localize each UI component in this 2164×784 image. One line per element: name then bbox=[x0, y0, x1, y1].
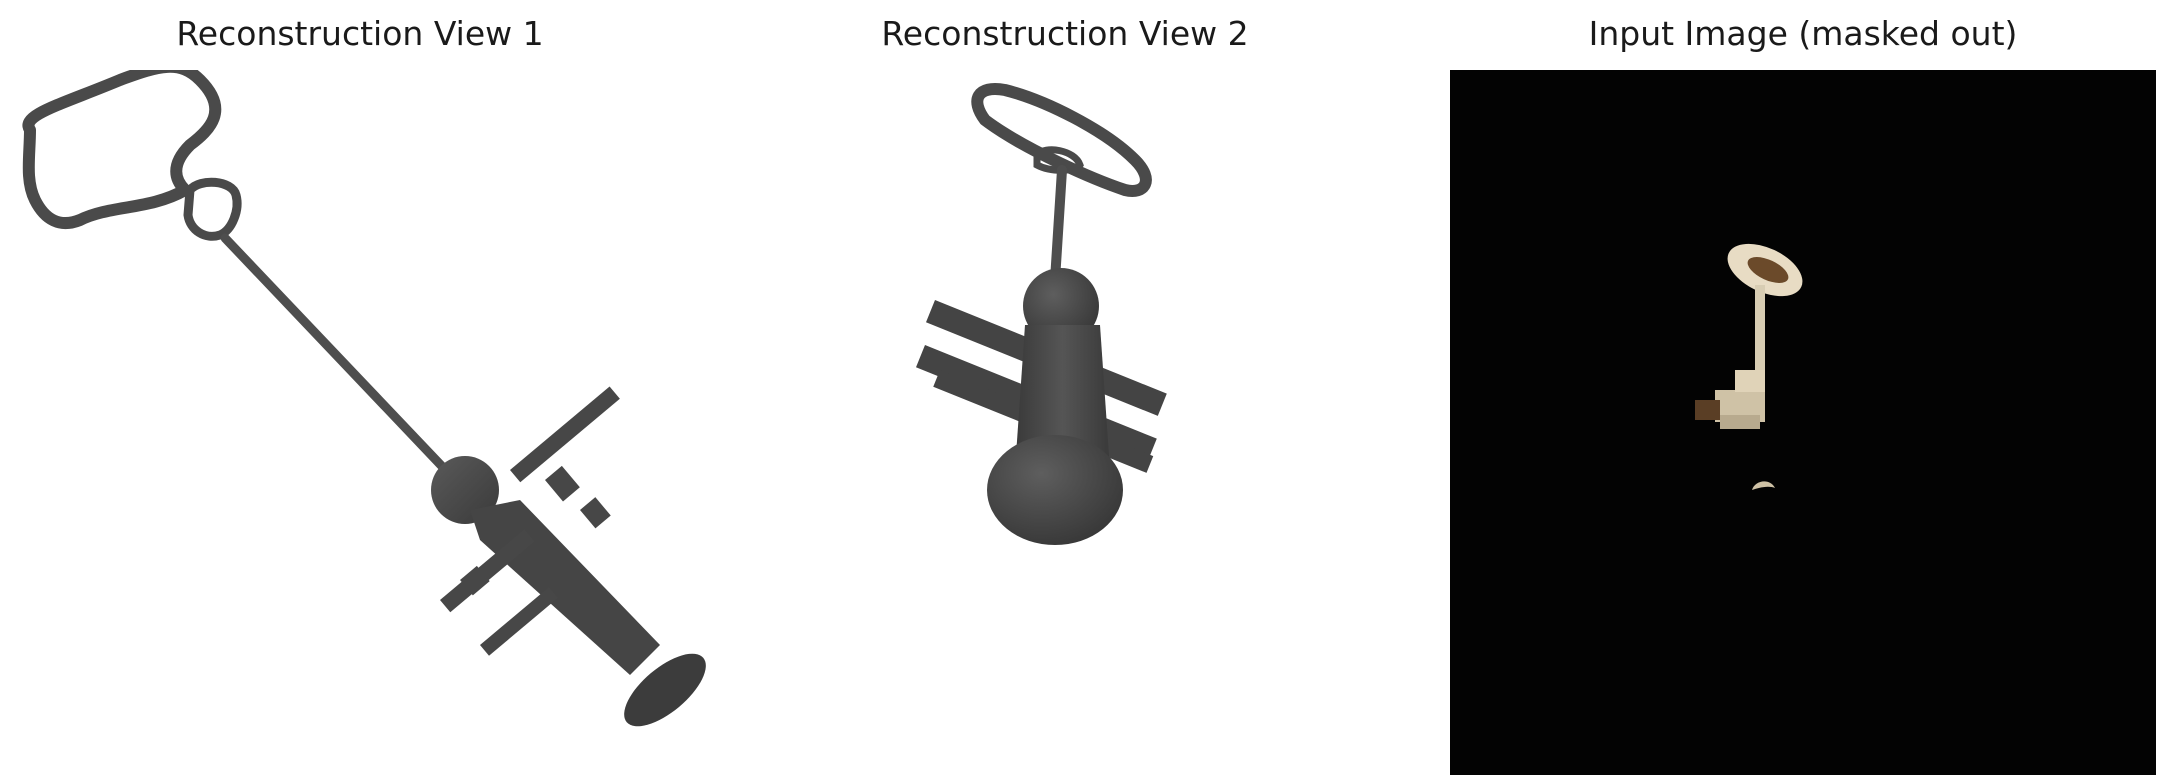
panel-reconstruction-view-2: Reconstruction View 2 bbox=[715, 0, 1415, 784]
key-end-disk bbox=[987, 435, 1123, 545]
reconstruction-view-2-render bbox=[916, 83, 1167, 545]
key-body bbox=[1015, 325, 1110, 470]
key-ball bbox=[431, 456, 499, 524]
panel-title: Reconstruction View 1 bbox=[176, 14, 544, 53]
key-small-ring bbox=[1033, 146, 1084, 174]
key-body bbox=[470, 500, 660, 675]
key-shaft bbox=[1755, 285, 1765, 395]
panel-title: Reconstruction View 2 bbox=[881, 14, 1249, 53]
key-shaft bbox=[1050, 165, 1067, 285]
key-shaft bbox=[220, 233, 460, 485]
reconstruction-view-1-render bbox=[22, 70, 706, 727]
key-handle-loop bbox=[22, 70, 222, 230]
key-reflection bbox=[1752, 481, 1775, 490]
key-bits bbox=[1695, 370, 1765, 429]
panel-title: Input Image (masked out) bbox=[1588, 14, 2018, 53]
key-end-disk bbox=[624, 653, 706, 727]
panel-input-image: Input Image (masked out) bbox=[1450, 0, 2164, 784]
masked-input-image bbox=[1450, 70, 2156, 775]
key-bits bbox=[440, 386, 620, 656]
key-small-ring bbox=[183, 177, 242, 241]
panel-reconstruction-view-1: Reconstruction View 1 bbox=[0, 0, 720, 784]
masked-key-photo bbox=[1695, 243, 1803, 490]
